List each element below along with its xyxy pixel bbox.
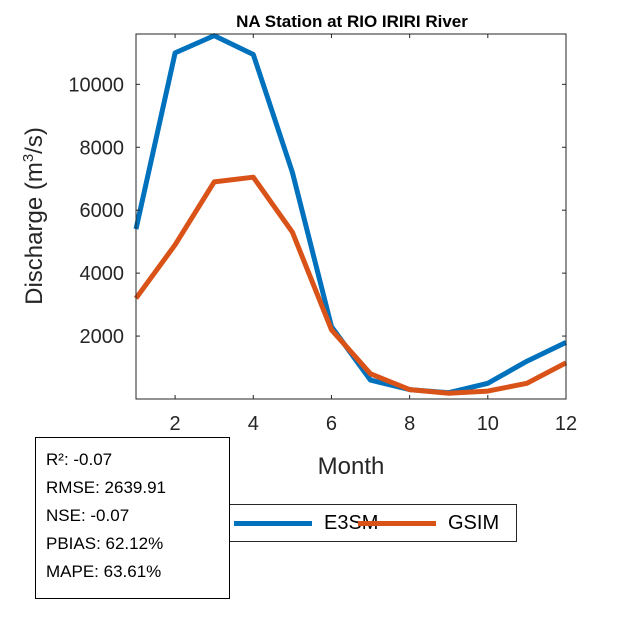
legend-label-gsim: GSIM (448, 511, 500, 534)
x-tick-label: 6 (326, 413, 337, 435)
x-axis-label: Month (318, 453, 385, 480)
series-line-gsim (133, 174, 568, 396)
x-tick-label: 10 (477, 413, 499, 435)
x-tick-label: 12 (555, 413, 577, 435)
y-tick-label: 10000 (68, 74, 124, 96)
x-tick-label: 4 (248, 413, 259, 435)
x-ticks: 2 4 6 8 10 12 (170, 34, 577, 435)
y-tick-label: 8000 (80, 137, 125, 159)
stat-pbias: PBIAS: 62.12% (46, 534, 164, 553)
y-axis-label: Discharge (m3/s) (20, 127, 48, 305)
y-axis-label-suffix: /s) (21, 127, 48, 154)
x-tick-label: 2 (170, 413, 181, 435)
x-tick-label: 8 (404, 413, 415, 435)
stat-mape: MAPE: 63.61% (46, 562, 162, 581)
chart-title: NA Station at RIO IRIRI River (236, 12, 468, 31)
y-tick-label: 4000 (80, 263, 125, 285)
legend-swatch-e3sm (234, 520, 312, 526)
y-tick-label: 2000 (80, 326, 125, 348)
y-axis-label-superscript: 3 (20, 154, 37, 162)
y-ticks: 2000 4000 6000 8000 10000 (68, 74, 566, 348)
stat-rmse: RMSE: 2639.91 (46, 478, 167, 497)
legend: E3SM GSIM (230, 504, 517, 542)
legend-entry-e3sm: E3SM (234, 505, 378, 541)
series-layer (133, 33, 568, 396)
legend-label-e3sm: E3SM (324, 511, 379, 534)
plot-area (136, 34, 566, 399)
legend-swatch-gsim (358, 520, 436, 526)
y-axis-label-main: Discharge (m (21, 162, 48, 305)
stats-box: R²: -0.07 RMSE: 2639.91 NSE: -0.07 PBIAS… (35, 437, 230, 599)
legend-entry-gsim: GSIM (358, 505, 499, 541)
y-tick-label: 6000 (80, 200, 125, 222)
stat-nse: NSE: -0.07 (46, 506, 130, 525)
stat-r2: R²: -0.07 (46, 450, 113, 469)
